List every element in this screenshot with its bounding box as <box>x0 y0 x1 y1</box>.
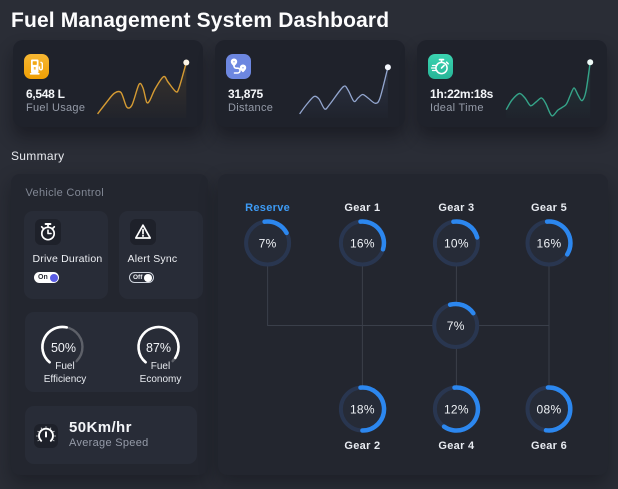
svg-text:Economy: Economy <box>140 374 182 385</box>
svg-text:Efficiency: Efficiency <box>44 374 87 385</box>
svg-text:Reserve: Reserve <box>245 202 290 214</box>
svg-text:18%: 18% <box>350 403 375 417</box>
svg-text:Fuel: Fuel <box>151 361 170 372</box>
svg-text:Gear 2: Gear 2 <box>344 440 380 452</box>
svg-text:50%: 50% <box>51 341 76 355</box>
svg-text:Gear 6: Gear 6 <box>531 440 567 452</box>
svg-text:10%: 10% <box>444 237 469 251</box>
svg-text:12%: 12% <box>444 403 469 417</box>
svg-text:08%: 08% <box>537 403 562 417</box>
svg-text:7%: 7% <box>447 319 465 333</box>
svg-text:Gear 1: Gear 1 <box>344 202 380 214</box>
svg-text:Gear 5: Gear 5 <box>531 202 567 214</box>
svg-text:Fuel: Fuel <box>55 361 74 372</box>
svg-text:Gear 3: Gear 3 <box>438 202 474 214</box>
svg-text:16%: 16% <box>537 237 562 251</box>
svg-text:16%: 16% <box>350 237 375 251</box>
svg-text:87%: 87% <box>146 341 171 355</box>
svg-text:7%: 7% <box>259 237 277 251</box>
svg-text:Gear 4: Gear 4 <box>438 440 475 452</box>
